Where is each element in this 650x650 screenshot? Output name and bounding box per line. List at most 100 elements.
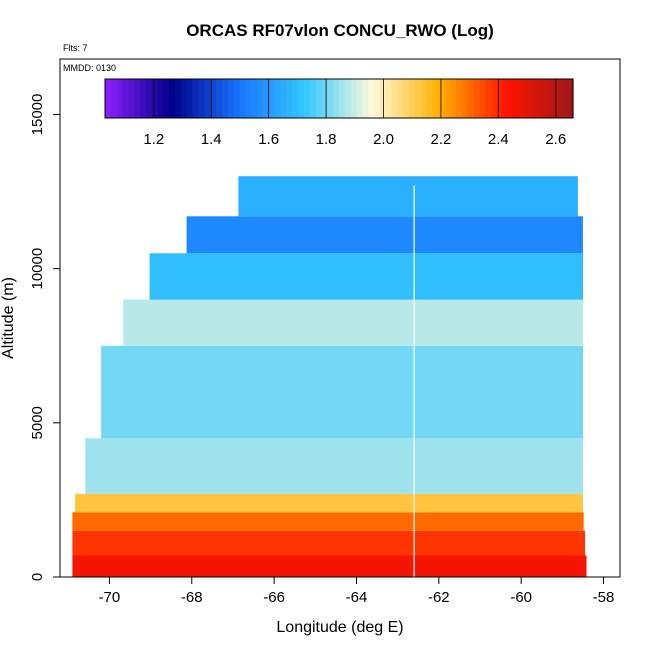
colorbar-tick-label: 2.4 <box>488 131 509 148</box>
x-axis-title: Longitude (deg E) <box>276 619 403 636</box>
colorbar-segment <box>286 79 293 118</box>
heatmap-layer-10 <box>238 176 578 217</box>
colorbar-segment <box>339 79 346 118</box>
colorbar-tick-label: 2.2 <box>430 131 451 148</box>
colorbar-segment <box>409 79 416 118</box>
colorbar-segment <box>251 79 258 118</box>
colorbar-segment <box>210 79 217 118</box>
colorbar-segment <box>391 79 399 118</box>
colorbar-segment <box>157 79 165 118</box>
colorbar-segment <box>344 79 352 118</box>
flights-note: Flts: 7 <box>63 43 88 53</box>
colorbar-segment <box>456 79 463 118</box>
colorbar-segment <box>110 79 118 118</box>
colorbar-segment <box>403 79 410 118</box>
colorbar-segment <box>549 79 557 118</box>
colorbar-segment <box>175 79 182 118</box>
colorbar-tick-label: 2.0 <box>373 131 394 148</box>
colorbar-segment <box>561 79 568 118</box>
colorbar-segment <box>315 79 323 118</box>
heatmap-layer-2 <box>72 530 585 556</box>
colorbar-segment <box>438 79 445 118</box>
colorbar-segment <box>222 79 229 118</box>
colorbar-segment <box>298 79 305 118</box>
colorbar-segment <box>526 79 533 118</box>
colorbar-segment <box>502 79 510 118</box>
date-note: MMDD: 0130 <box>63 63 116 73</box>
colorbar-segment <box>444 79 451 118</box>
colorbar-segment <box>233 79 241 118</box>
heatmap-layer-6 <box>101 345 583 439</box>
y-axis: 0 5000 10000 15000 <box>29 94 60 581</box>
colorbar-segment <box>128 79 135 118</box>
heatmap-layer-7 <box>123 299 583 346</box>
heatmap-layer-3 <box>72 512 584 531</box>
colorbar-segment <box>333 79 340 118</box>
colorbar-tick-label: 1.6 <box>258 131 279 148</box>
colorbar-segment <box>520 79 527 118</box>
colorbar-segment <box>567 79 574 118</box>
colorbar-segment <box>432 79 440 118</box>
colorbar-segment <box>169 79 176 118</box>
plot-frame <box>59 58 621 578</box>
colorbar-segment <box>192 79 200 118</box>
colorbar-segment <box>262 79 270 118</box>
colorbar-segment <box>327 79 334 118</box>
heatmap-layer-8 <box>149 253 583 300</box>
colorbar-segment <box>145 79 153 118</box>
colorbar-segment <box>186 79 194 118</box>
x-tick-label: -66 <box>263 589 285 606</box>
colorbar-segment <box>532 79 539 118</box>
colorbar-tick-label: 1.2 <box>143 131 164 148</box>
chart-title: ORCAS RF07vlon CONCU_RWO (Log) <box>186 21 494 40</box>
colorbar-segment <box>514 79 521 118</box>
colorbar-segment <box>134 79 141 118</box>
colorbar-segment <box>280 79 287 118</box>
y-tick-label: 5000 <box>29 406 46 439</box>
colorbar-tick-label: 1.8 <box>316 131 337 148</box>
x-tick-label: -62 <box>428 589 450 606</box>
x-axis: -70 -68 -66 -64 -62 -60 -58 <box>99 577 615 606</box>
colorbar-segment <box>473 79 480 118</box>
colorbar-segment <box>309 79 317 118</box>
colorbar-segment <box>496 79 504 118</box>
colorbar-tick-label: 1.4 <box>201 131 222 148</box>
colorbar-segment <box>508 79 516 118</box>
x-tick-label: -68 <box>181 589 203 606</box>
colorbar-segment <box>426 79 434 118</box>
colorbar-segment <box>374 79 381 118</box>
x-tick-label: -60 <box>510 589 532 606</box>
colorbar-segment <box>450 79 457 118</box>
colorbar-segment <box>292 79 299 118</box>
x-tick-label: -70 <box>99 589 121 606</box>
colorbar-segment <box>198 79 206 118</box>
colorbar-segment <box>227 79 235 118</box>
colorbar-segment <box>216 79 223 118</box>
y-axis-title: Altitude (m) <box>0 277 17 359</box>
heatmap-cells <box>72 176 587 577</box>
y-tick-label: 15000 <box>29 94 46 136</box>
colorbar-segment <box>122 79 129 118</box>
colorbar-segment <box>181 79 188 118</box>
colorbar-segment <box>485 79 492 118</box>
colorbar-segment <box>204 79 211 118</box>
x-tick-label: -58 <box>593 589 615 606</box>
colorbar-segment <box>420 79 428 118</box>
y-tick-label: 10000 <box>29 248 46 290</box>
colorbar-segment <box>356 79 363 118</box>
colorbar-segment <box>543 79 551 118</box>
colorbar-segment <box>268 79 276 118</box>
colorbar-segment <box>350 79 358 118</box>
colorbar-segment <box>479 79 486 118</box>
colorbar-segment <box>385 79 393 118</box>
colorbar-frame <box>104 78 574 119</box>
heatmap-layer-1 <box>72 555 587 577</box>
heatmap-layer-5 <box>85 438 583 494</box>
colorbar-segment <box>274 79 282 118</box>
colorbar-segment <box>537 79 545 118</box>
x-tick-label: -64 <box>346 589 368 606</box>
colorbar-segment <box>362 79 369 118</box>
heatmap-layer-4 <box>75 493 583 513</box>
colorbar-segment <box>415 79 422 118</box>
